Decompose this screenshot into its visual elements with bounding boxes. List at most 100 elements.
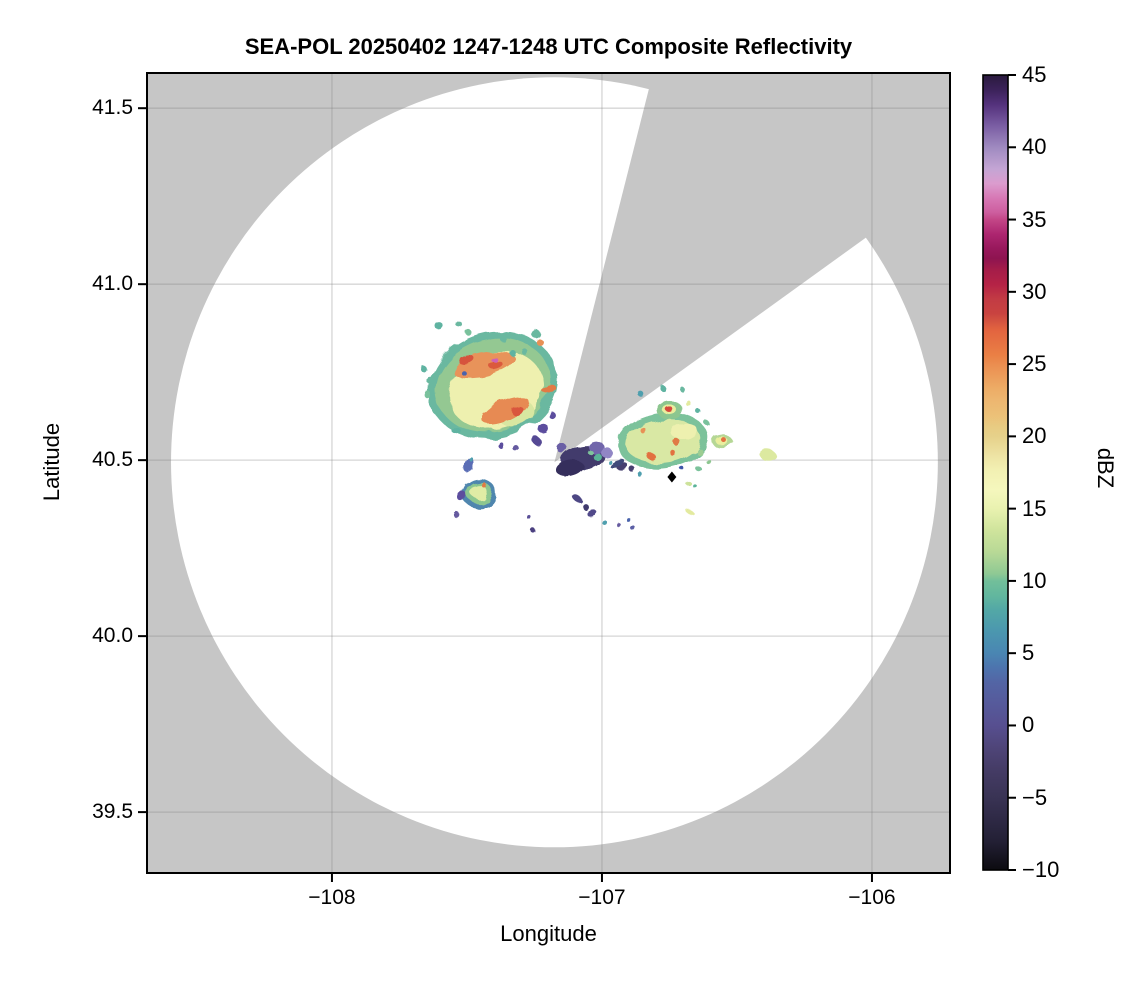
echo-blob <box>637 391 644 397</box>
echo-blob <box>658 384 665 391</box>
echo-blob <box>671 423 698 441</box>
echo-blob <box>537 423 548 434</box>
colorbar-tick-label: 40 <box>1022 134 1047 160</box>
echo-blob <box>468 455 472 461</box>
x-axis-label: Longitude <box>500 921 597 946</box>
echo-blob <box>630 525 636 531</box>
echo-blob <box>583 504 590 511</box>
echo-blob <box>532 437 541 446</box>
echo-blob <box>499 334 507 342</box>
echo-blob <box>434 321 443 329</box>
echo-blob <box>587 441 605 454</box>
x-tick-label: −106 <box>848 886 896 909</box>
colorbar-tick-label: −10 <box>1022 857 1060 882</box>
echo-blob <box>617 523 621 528</box>
echo-blob <box>531 329 541 339</box>
echo-blob <box>555 459 584 477</box>
echo-blob <box>424 391 432 399</box>
echo-blob <box>592 452 601 461</box>
echo-blob <box>600 447 612 457</box>
echo-blob <box>685 509 692 514</box>
site-marker <box>667 471 677 483</box>
echo-blob <box>481 396 529 425</box>
y-tick-label: 41.5 <box>92 96 133 120</box>
echo-blob <box>530 527 536 533</box>
echo-blob <box>586 448 592 454</box>
colorbar-tick-label: 20 <box>1022 423 1047 449</box>
echo-blob <box>426 376 434 384</box>
colorbar-tick-label: 30 <box>1022 278 1047 304</box>
echo-blob <box>512 445 519 452</box>
colorbar <box>982 74 1009 871</box>
echo-blob <box>607 459 611 464</box>
echo-blob <box>680 387 686 393</box>
echo-blob <box>511 405 523 416</box>
colorbar-label: dBZ <box>1093 447 1118 489</box>
blocked-sector-wedge <box>554 73 950 463</box>
colorbar-tick-label: 45 <box>1022 62 1047 87</box>
colorbar-tick-label: 10 <box>1022 567 1047 593</box>
echo-blob <box>695 465 702 471</box>
echo-blob <box>434 409 440 416</box>
echo-blob <box>458 355 475 365</box>
echo-blob <box>645 451 655 459</box>
echo-blob <box>666 407 674 413</box>
echo-blob <box>625 517 630 522</box>
echo-blob <box>458 491 467 504</box>
plot-border <box>146 72 951 874</box>
echo-blob <box>536 339 544 346</box>
echo-blob <box>460 369 466 375</box>
echo-blob <box>490 362 504 371</box>
colorbar-tick-label: 5 <box>1022 640 1035 666</box>
echo-blob <box>600 518 606 524</box>
colorbar-tick-label: 25 <box>1022 351 1047 377</box>
echo-blob <box>491 357 499 364</box>
echo-blob <box>638 472 644 478</box>
y-tick-label: 41.0 <box>92 272 133 296</box>
echo-blob <box>509 349 516 357</box>
echo-blob <box>697 410 703 416</box>
map-area <box>147 73 950 873</box>
echo-blob <box>692 483 696 487</box>
echo-blob <box>465 328 472 336</box>
echo-blob <box>556 443 568 454</box>
echo-blob <box>496 441 503 448</box>
echo-blob <box>674 439 682 447</box>
echo-blob <box>681 467 685 472</box>
echo-blob <box>721 437 727 443</box>
echo-blob <box>704 457 710 463</box>
echo-blob <box>704 420 710 426</box>
echo-blob <box>759 450 777 461</box>
echo-blob <box>452 510 459 518</box>
echo-blob <box>640 427 646 434</box>
echo-blob <box>480 481 486 487</box>
colorbar-tick-label: 15 <box>1022 495 1047 521</box>
plot-title: SEA-POL 20250402 1247-1248 UTC Composite… <box>244 34 853 59</box>
colorbar-tick-label: 35 <box>1022 206 1047 232</box>
echo-blob <box>451 426 460 435</box>
colorbar-tick-label: −5 <box>1022 784 1048 810</box>
y-tick-label: 40.0 <box>92 624 133 648</box>
echo-blob <box>630 466 636 474</box>
echo-blob <box>547 410 555 418</box>
echo-blob <box>522 348 528 356</box>
echo-blob <box>526 514 530 519</box>
reflectivity-echoes <box>419 320 777 533</box>
echo-blob <box>685 400 692 406</box>
echo-blob <box>573 495 583 504</box>
echo-blob <box>668 449 675 455</box>
echo-blob <box>455 320 462 327</box>
echo-blob <box>685 480 692 486</box>
x-tick-label: −108 <box>308 886 356 909</box>
y-tick-label: 40.5 <box>92 448 133 472</box>
echo-blob <box>542 384 556 394</box>
echo-blob <box>469 484 487 499</box>
x-tick-label: −107 <box>578 886 626 909</box>
echo-blob <box>419 365 426 372</box>
echo-blob <box>587 510 597 517</box>
echo-blob <box>694 447 702 454</box>
y-tick-label: 39.5 <box>92 800 133 824</box>
echo-blob <box>609 459 625 468</box>
